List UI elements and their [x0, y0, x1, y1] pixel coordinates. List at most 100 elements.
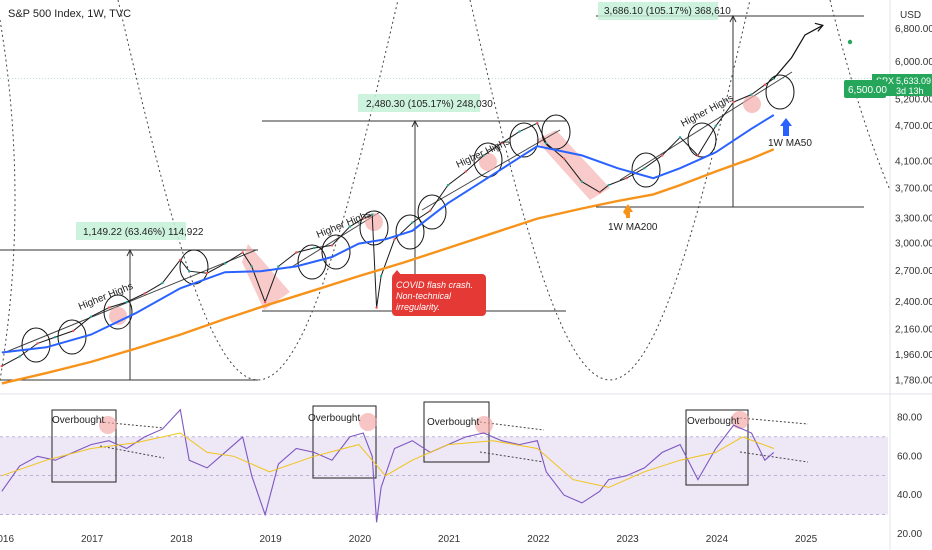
pink-dot-2 [365, 213, 383, 231]
time-tick-label: 2021 [438, 534, 461, 545]
price-point [393, 238, 396, 241]
target-dot [847, 39, 853, 45]
price-axis[interactable]: 6,800.00 6,000.00 5,200.00 4,700.00 4,100.00… [895, 24, 932, 386]
rsi-channel-5 [739, 417, 809, 425]
price-point [179, 258, 182, 261]
rsi-layer [0, 401, 888, 523]
time-axis[interactable]: 2016 2017 2018 2019 2020 2021 2022 2023 2024 2025 [0, 534, 818, 545]
price-point [241, 251, 244, 254]
currency-label: USD [900, 10, 921, 21]
measure-1-text: 1,149.22 (63.46%) 114,922 [83, 227, 204, 238]
time-tick-label: 2024 [706, 534, 729, 545]
higher-highs-label-1: Higher Highs [77, 281, 135, 313]
measure-arrowhead-3 [729, 14, 737, 23]
time-tick-label: 2025 [795, 534, 818, 545]
time-tick-label: 2022 [527, 534, 550, 545]
price-point [18, 355, 21, 358]
price-tick-label: 3,700.00 [895, 184, 932, 195]
chart-title: S&P 500 Index, 1W, TVC [8, 8, 131, 20]
rsi-tick-label: 40.00 [897, 490, 922, 501]
price-point [330, 244, 334, 247]
price-point [536, 122, 539, 125]
price-point [429, 209, 432, 212]
price-point [295, 251, 298, 254]
price-point [143, 292, 146, 295]
rsi-axis[interactable]: 80.00 60.00 40.00 20.00 [897, 412, 922, 540]
price-point [518, 130, 521, 133]
price-point [371, 213, 374, 216]
price-point [362, 217, 365, 220]
series-rsi [1, 408, 775, 523]
correction-zone-1 [242, 244, 290, 310]
high-circle-15 [765, 74, 795, 110]
measure-box-1: 1,149.22 (63.46%) 114,922 [76, 222, 204, 240]
price-point [277, 265, 280, 268]
bar-countdown: 3d 13h [896, 86, 924, 96]
pink-dot-3 [479, 153, 497, 171]
price-point [643, 167, 646, 170]
high-circle-1 [21, 327, 51, 363]
rsi-tick-label: 80.00 [897, 412, 922, 423]
price-point [678, 136, 682, 139]
price-tick-label: 1,960.00 [895, 350, 932, 361]
price-point [750, 93, 753, 96]
measure-2-text: 2,480.30 (105.17%) 248,030 [366, 99, 493, 110]
price-point [250, 265, 253, 268]
price-point [482, 154, 485, 157]
rsi-channel-1 [99, 421, 165, 429]
cycle-curve-1 [117, 0, 399, 381]
time-tick-label: 2020 [349, 534, 372, 545]
price-point [696, 154, 700, 157]
rsi-channel-4 [479, 451, 545, 463]
price-tick-label: 3,000.00 [895, 239, 932, 250]
price-point [223, 262, 227, 265]
ma200-label: 1W MA200 [608, 222, 658, 233]
rsi-channel-6 [739, 451, 809, 463]
pink-dot-4 [743, 95, 761, 113]
measure-arrowhead-1 [126, 248, 134, 257]
high-circle-5 [297, 244, 327, 280]
price-point [580, 180, 584, 183]
measure-box-2: 2,480.30 (105.17%) 248,030 [358, 94, 493, 112]
last-price-value: 5,633.09 [896, 76, 931, 86]
price-point [607, 183, 610, 187]
target-price-tag[interactable]: 6,500.00 [844, 80, 887, 98]
measure-box-3: 3,686.10 (105.17%) 368,610 [598, 2, 731, 20]
series-projection [773, 24, 824, 79]
price-point [0, 364, 3, 368]
rsi-pink-dot-2 [359, 413, 377, 431]
high-circle-14 [687, 122, 717, 158]
price-tick-label: 2,700.00 [895, 266, 932, 277]
overbought-box-1 [51, 409, 117, 483]
price-point [107, 306, 111, 309]
rsi-pink-dot-4 [731, 411, 749, 429]
channel-upper-4 [619, 71, 793, 181]
high-circle-3 [103, 294, 133, 330]
high-circle-8 [395, 214, 425, 250]
price-point [312, 246, 316, 250]
projection-arrowhead [814, 22, 824, 32]
price-tick-label: 4,700.00 [895, 121, 932, 132]
price-point [375, 306, 378, 309]
price-point [446, 183, 450, 187]
price-point [161, 281, 164, 285]
time-tick-label: 2018 [170, 534, 193, 545]
rsi-tick-label: 60.00 [897, 451, 922, 462]
covid-note: COVID flash crash. Non-technical irregul… [392, 270, 486, 316]
overbought-box-2 [312, 405, 377, 479]
overbought-label-2: Overbought [308, 413, 360, 424]
cycle-curve-0 [0, 19, 16, 381]
overbought-label-3: Overbought [427, 417, 479, 428]
rsi-pink-dot-3 [475, 416, 493, 434]
ma50-label: 1W MA50 [768, 138, 812, 149]
covid-note-line-2: Non-technical [396, 291, 452, 301]
price-point [545, 142, 548, 145]
price-point [411, 221, 414, 224]
price-tick-label: 2,160.00 [895, 325, 932, 336]
measure-3-text: 3,686.10 (105.17%) 368,610 [604, 6, 731, 17]
price-point [763, 83, 766, 87]
series-rsi-ma [1, 432, 774, 488]
price-point [263, 300, 267, 304]
price-tick-label: 2,400.00 [895, 297, 932, 308]
